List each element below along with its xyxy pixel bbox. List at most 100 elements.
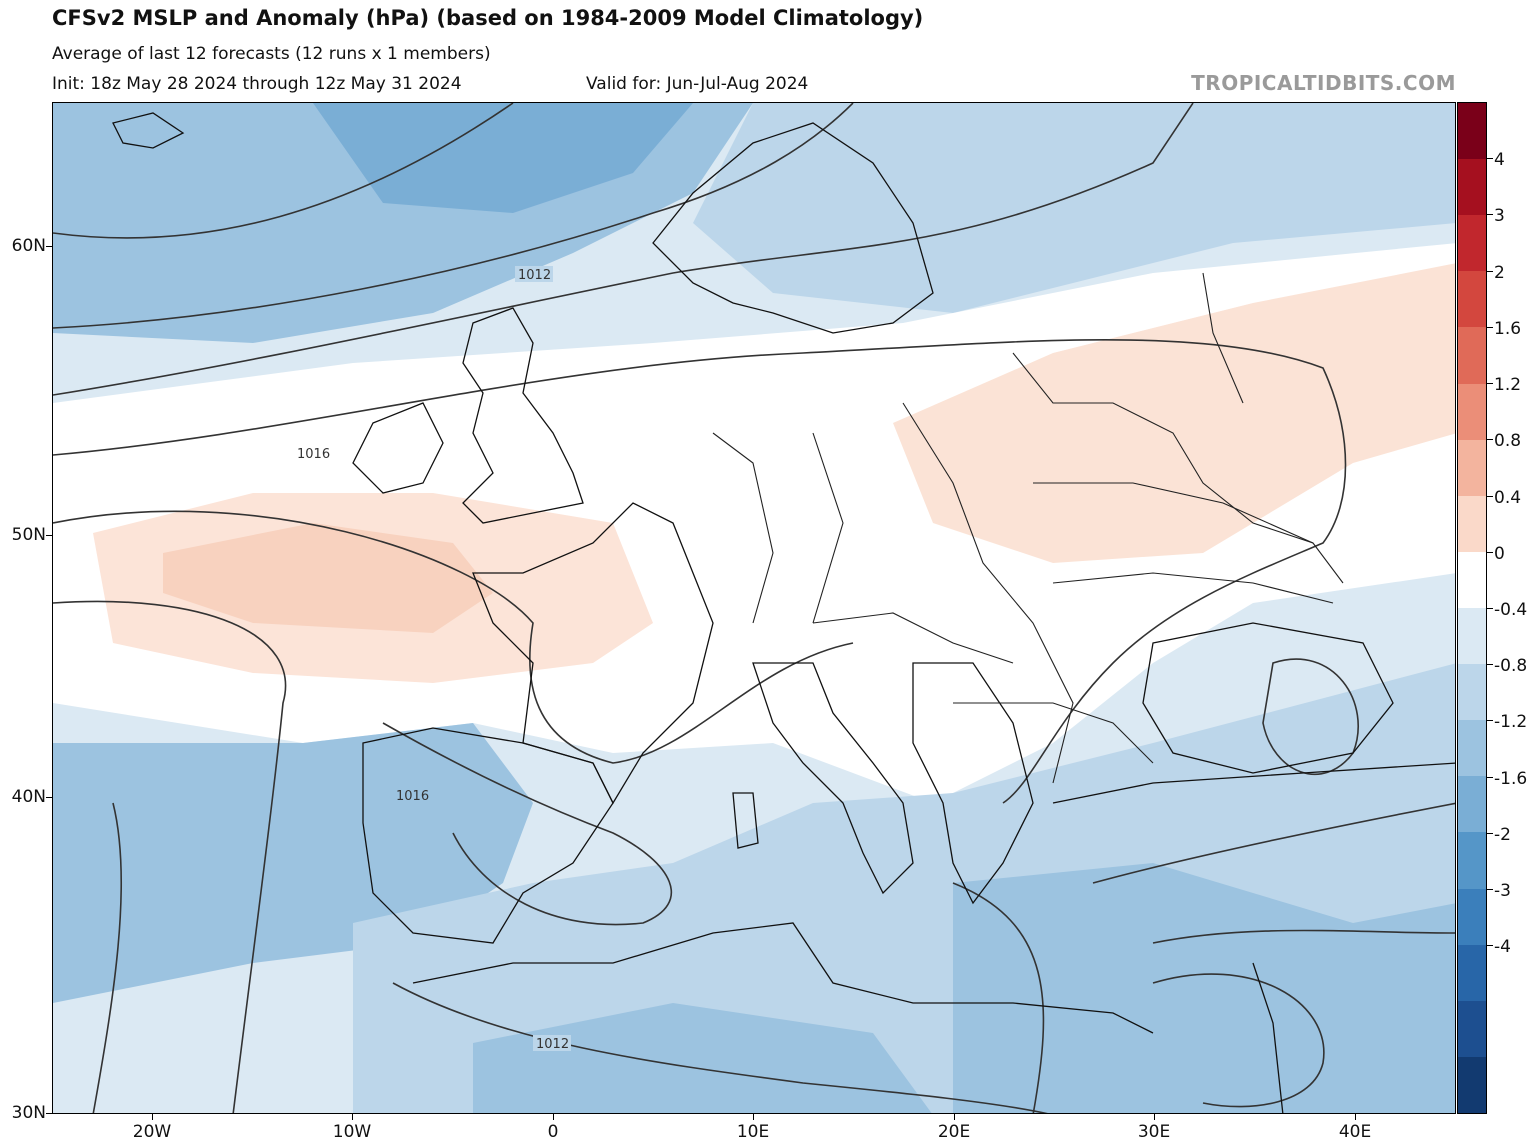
coastline-black-sea	[1142, 622, 1394, 774]
valid-period-text: Valid for: Jun-Jul-Aug 2024	[586, 74, 809, 94]
isobar-line	[92, 802, 123, 1113]
lon-label-10w: 10W	[332, 1122, 372, 1142]
isobar-line	[53, 510, 854, 764]
isobar-label: 1012	[518, 268, 551, 283]
isobar-label-bg	[515, 266, 553, 282]
colorbar-segment	[1458, 215, 1486, 272]
lon-label-30e: 30E	[1137, 1122, 1171, 1142]
isobar-line	[382, 722, 673, 926]
colorbar-segment	[1458, 1000, 1486, 1058]
isobar-label: 1012	[536, 1037, 569, 1052]
lon-label-20w: 20W	[132, 1122, 172, 1142]
colorbar-label: 0.4	[1494, 487, 1522, 508]
lat-label-60n: 60N	[11, 236, 46, 256]
lat-tick	[46, 797, 52, 798]
colorbar-tick	[1486, 439, 1493, 441]
colorbar-label: 0	[1494, 543, 1505, 564]
colorbar-segment	[1458, 271, 1486, 328]
coastline-ireland	[352, 402, 444, 494]
coastline-north-africa	[412, 922, 1154, 1034]
colorbar-label: -3	[1494, 881, 1511, 902]
colorbar-segment	[1458, 888, 1486, 946]
lat-tick	[46, 246, 52, 247]
lat-tick	[46, 535, 52, 536]
isobar-label-bg	[533, 1035, 571, 1051]
colorbar-tick	[1486, 945, 1493, 947]
colorbar-label: -1.6	[1494, 768, 1528, 789]
border-line	[1202, 272, 1244, 404]
lon-tick	[753, 1114, 754, 1120]
colorbar-segment	[1458, 495, 1486, 553]
colorbar-segment	[1458, 608, 1486, 665]
border-line	[1052, 572, 1334, 604]
coastline-british-isles	[462, 307, 584, 524]
anomaly-scandinavia-blue	[693, 103, 1455, 313]
anomaly-east-positive	[893, 263, 1455, 563]
lon-tick	[152, 1114, 153, 1120]
lon-label-0: 0	[547, 1122, 559, 1142]
anomaly-sahara-strong	[473, 1003, 932, 1113]
colorbar-segment	[1458, 832, 1486, 890]
colorbar-tick	[1486, 326, 1493, 328]
colorbar-tick	[1486, 551, 1493, 553]
lon-tick	[954, 1114, 955, 1120]
colorbar-label: -0.8	[1494, 656, 1528, 677]
colorbar-segment	[1458, 327, 1486, 385]
colorbar-segment	[1458, 1056, 1486, 1114]
isobar-label: 1016	[396, 789, 429, 804]
colorbar-segment	[1458, 551, 1486, 609]
colorbar-segment	[1458, 383, 1486, 441]
lon-tick	[1154, 1114, 1155, 1120]
isobar-label-bg	[293, 445, 331, 461]
colorbar-label: -0.4	[1494, 600, 1528, 620]
colorbar-tick	[1486, 608, 1493, 609]
coastline-france	[472, 502, 714, 805]
colorbar-tick	[1486, 495, 1493, 497]
colorbar-segment	[1458, 664, 1486, 721]
colorbar-tick	[1486, 832, 1493, 834]
coastline-scandinavia	[652, 122, 934, 334]
isobar-line	[53, 103, 854, 329]
colorbar-tick	[1486, 158, 1493, 160]
colorbar-segment	[1458, 103, 1486, 160]
lat-label-50n: 50N	[11, 525, 46, 545]
colorbar-label: 4	[1494, 150, 1505, 171]
isobar-line	[392, 982, 1048, 1113]
isobar-line	[1152, 929, 1455, 944]
coastline-iberia	[362, 727, 614, 944]
map-canvas: 1012 1016 1016 1012	[53, 103, 1455, 1113]
colorbar-label: 1.6	[1494, 318, 1522, 339]
map-subtitle: Average of last 12 forecasts (12 runs x …	[52, 44, 491, 64]
isobar-line	[53, 103, 514, 239]
isobar-label: 1016	[297, 447, 330, 462]
colorbar-tick	[1486, 270, 1493, 272]
border-line	[712, 432, 774, 624]
colorbar-tick	[1486, 889, 1493, 891]
border-line	[812, 432, 844, 624]
coastline-sardinia	[732, 792, 759, 849]
colorbar-tick	[1486, 664, 1493, 666]
lat-label-30n: 30N	[11, 1103, 46, 1123]
lon-label-20e: 20E	[937, 1122, 971, 1142]
borders	[712, 272, 1344, 784]
map-title: CFSv2 MSLP and Anomaly (hPa) (based on 1…	[52, 6, 924, 30]
lon-label-10e: 10E	[736, 1122, 770, 1142]
isobar-line	[53, 339, 1347, 804]
isobar-line	[53, 600, 287, 1113]
colorbar	[1457, 102, 1487, 1114]
coastline-italy	[752, 662, 914, 895]
colorbar-segment	[1458, 776, 1486, 833]
lon-tick	[352, 1114, 353, 1120]
colorbar-label: 0.8	[1494, 431, 1522, 452]
lon-tick	[553, 1114, 554, 1120]
isobar-line	[1152, 973, 1325, 1108]
lat-label-40n: 40N	[11, 787, 46, 807]
lon-label-40e: 40E	[1338, 1122, 1372, 1142]
coastline-balkans	[912, 662, 1034, 905]
isobar-line	[1092, 802, 1455, 884]
colorbar-segment	[1458, 439, 1486, 497]
colorbar-segment	[1458, 720, 1486, 777]
border-line	[1033, 482, 1314, 544]
colorbar-label: 3	[1494, 206, 1505, 227]
colorbar-label: -4	[1494, 937, 1511, 958]
